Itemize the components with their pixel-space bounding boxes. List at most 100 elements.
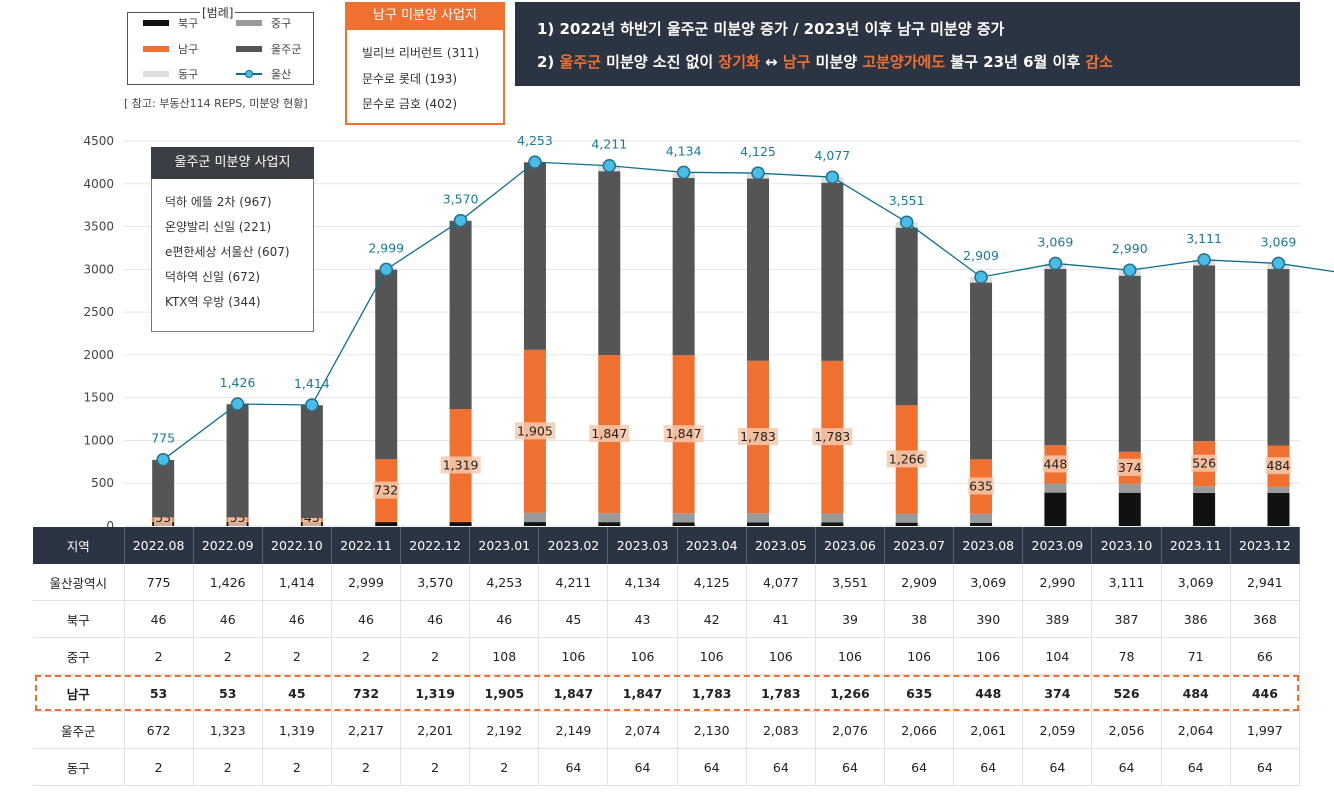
- table-cell: 390: [953, 600, 1024, 638]
- uljugun-box-title: 울주군 미분양 사업지: [151, 147, 314, 179]
- total-marker: [156, 452, 170, 467]
- legend-label: 울주군: [271, 43, 302, 56]
- bar-uljugun: [598, 171, 621, 356]
- table-cell: 41: [746, 600, 816, 638]
- table-header-month: 2023.03: [607, 527, 678, 564]
- banner-highlight-text: 남구: [782, 53, 811, 71]
- namgu-site-item: 문수로 금호 (402): [362, 97, 458, 111]
- table-cell: 64: [1161, 748, 1231, 786]
- total-data-label: 2,999: [368, 240, 404, 255]
- uljugun-site-item: 온양발리 신일 (221): [165, 220, 272, 234]
- table-cell: 446: [1230, 674, 1301, 712]
- bar-uljugun: [152, 459, 175, 518]
- legend-label: 울산: [271, 68, 292, 81]
- table-cell: 2: [331, 748, 402, 786]
- bar-junggu: [821, 513, 844, 523]
- uljugun-site-item: KTX역 우방 (344): [165, 295, 261, 309]
- bar-junggu: [1118, 483, 1141, 493]
- table-header-month: 2022.11: [331, 527, 402, 564]
- legend-swatch: [236, 70, 262, 78]
- table-cell: 53: [193, 674, 263, 712]
- namgu-label-bg: [1191, 454, 1217, 472]
- table-cell: 2: [400, 748, 471, 786]
- bar-uljugun: [821, 182, 844, 361]
- table-cell: 64: [677, 748, 747, 786]
- table-cell: 386: [1161, 600, 1231, 638]
- legend-swatch: [143, 71, 169, 77]
- table-cell: 2: [193, 748, 263, 786]
- table-cell: 71: [1161, 637, 1231, 675]
- namgu-data-label: 1,783: [740, 429, 776, 444]
- namgu-label-bg: [663, 425, 704, 443]
- data-table: 지역 2022.08 2022.09 2022.10 2022.11 2022.12 20…: [33, 527, 1301, 786]
- table-cell: 4,253: [469, 564, 540, 601]
- bar-bukgu: [895, 522, 918, 526]
- table-cell: 38: [884, 600, 955, 638]
- total-data-label: 775: [151, 431, 175, 446]
- table-cell: 46: [400, 600, 471, 638]
- table-header-month: 2023.02: [538, 527, 609, 564]
- summary-banner: 1) 2022년 하반기 울주군 미분양 증가 / 2023년 이후 남구 미분…: [515, 2, 1300, 86]
- total-marker: [305, 398, 319, 412]
- namgu-data-label: 526: [1192, 456, 1216, 471]
- table-row-label: 동구: [33, 748, 125, 786]
- table-cell: 2: [124, 637, 194, 675]
- y-tick-label: 4500: [83, 134, 114, 148]
- total-data-label: 2,990: [1112, 241, 1148, 256]
- bar-junggu: [970, 513, 993, 523]
- table-cell: 3,570: [400, 564, 471, 601]
- bar-uljugun: [895, 227, 918, 406]
- bar-uljugun: [1193, 265, 1216, 442]
- y-tick-label: 2500: [83, 305, 114, 319]
- y-tick-label: 0: [106, 519, 114, 530]
- total-marker: [602, 158, 617, 173]
- table-cell: 635: [884, 674, 955, 712]
- table-cell: 3,111: [1091, 564, 1162, 601]
- bar-bukgu: [1044, 492, 1067, 526]
- table-row-label: 울주군: [33, 711, 125, 749]
- table-cell: 46: [331, 600, 402, 638]
- legend-swatch: [143, 20, 169, 26]
- table-cell: 2,059: [1022, 711, 1093, 749]
- table-cell: 106: [607, 637, 678, 675]
- table-cell: 64: [607, 748, 678, 786]
- table-cell: 45: [538, 600, 609, 638]
- bar-uljugun: [970, 282, 993, 460]
- table-cell: 46: [124, 600, 194, 638]
- table-cell: 387: [1091, 600, 1162, 638]
- banner-text: 2): [537, 53, 560, 71]
- table-cell: 42: [677, 600, 747, 638]
- bar-junggu: [672, 513, 695, 523]
- table-row: 북구 46 46 46 46 46 46 45 43 42 41 39 38 390 389 387 386 36…: [33, 600, 1301, 638]
- table-cell: 39: [815, 600, 886, 638]
- table-row: 남구 53 53 45 732 1,319 1,905 1,847 1,847 1,783 1,78…: [33, 674, 1301, 712]
- table-cell: 2,999: [331, 564, 402, 601]
- table-cell: 2: [331, 637, 402, 675]
- table-cell: 1,319: [262, 711, 332, 749]
- bar-uljugun: [375, 269, 398, 460]
- table-cell: 2,074: [607, 711, 678, 749]
- bar-uljugun: [1267, 268, 1290, 446]
- bar-bukgu: [598, 522, 621, 526]
- namgu-site-item: 문수로 롯데 (193): [362, 72, 458, 86]
- total-data-label: 4,253: [517, 133, 553, 148]
- table-cell: 2,192: [469, 711, 540, 749]
- bar-bukgu: [821, 522, 844, 526]
- uljugun-site-item: 덕하 에뜰 2차 (967): [165, 195, 272, 209]
- bar-uljugun: [1044, 268, 1067, 446]
- table-cell: 2,201: [400, 711, 471, 749]
- total-data-label: 1,414: [294, 376, 330, 391]
- bar-bukgu: [672, 522, 695, 526]
- table-cell: 4,125: [677, 564, 747, 601]
- bar-bukgu: [1267, 492, 1290, 526]
- summary-line-2: 2) 울주군 미분양 소진 없이 장기화 ↔ 남구 미분양 고분양가에도 불구 …: [537, 51, 1113, 72]
- table-header-month: 2023.08: [953, 527, 1024, 564]
- table-header-month: 2023.09: [1022, 527, 1093, 564]
- table-cell: 1,847: [538, 674, 609, 712]
- table-cell: 106: [538, 637, 609, 675]
- table-cell: 2,083: [746, 711, 816, 749]
- banner-text: 불구 23년 6월 이후: [945, 53, 1086, 71]
- legend-label: 남구: [178, 43, 199, 56]
- namgu-data-label: 1,905: [517, 423, 553, 438]
- namgu-site-item: 빌리브 리버런트 (311): [362, 46, 480, 60]
